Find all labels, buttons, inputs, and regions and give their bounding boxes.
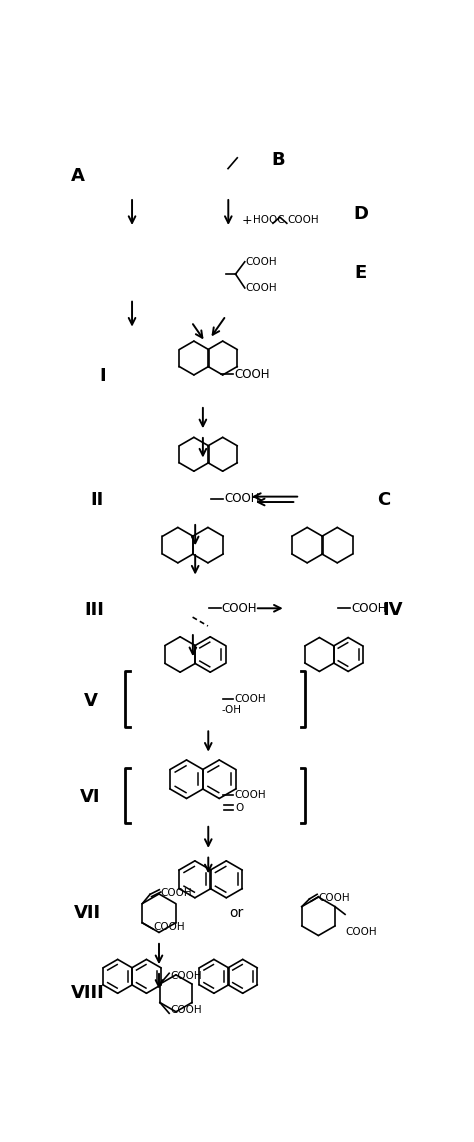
Text: COOH: COOH [246, 257, 277, 267]
Text: COOH: COOH [346, 926, 377, 936]
Text: COOH: COOH [170, 972, 201, 981]
Text: C: C [377, 491, 391, 509]
Text: D: D [353, 206, 368, 223]
Text: HOOC: HOOC [253, 215, 284, 225]
Text: VIII: VIII [71, 984, 104, 1003]
Text: VI: VI [80, 788, 100, 806]
Text: +: + [241, 214, 252, 227]
Text: COOH: COOH [234, 694, 266, 705]
Text: I: I [100, 367, 106, 385]
Text: II: II [91, 491, 104, 509]
Text: V: V [84, 692, 98, 709]
Text: COOH: COOH [234, 790, 266, 801]
Text: III: III [84, 601, 104, 619]
Text: COOH: COOH [234, 368, 269, 380]
Text: COOH: COOH [288, 215, 319, 225]
Text: O: O [235, 803, 243, 813]
Text: COOH: COOH [224, 492, 260, 506]
Text: E: E [355, 264, 367, 282]
Text: COOH: COOH [351, 602, 387, 614]
Text: COOH: COOH [319, 893, 350, 903]
Text: COOH: COOH [170, 1005, 201, 1015]
Text: VII: VII [74, 904, 101, 923]
Text: B: B [272, 151, 285, 169]
Text: A: A [71, 167, 84, 185]
Text: COOH: COOH [160, 888, 191, 898]
Text: COOH: COOH [246, 283, 277, 293]
Text: -OH: -OH [221, 705, 241, 715]
Text: COOH: COOH [154, 922, 185, 932]
Text: or: or [229, 907, 243, 920]
Text: COOH: COOH [222, 602, 257, 614]
Text: IV: IV [383, 601, 403, 619]
